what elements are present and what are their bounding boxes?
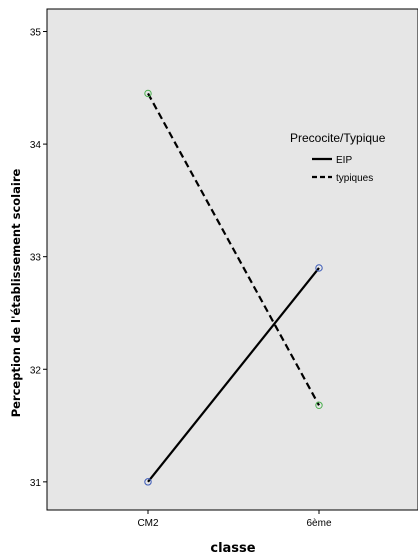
y-tick-label: 35: [30, 28, 42, 39]
data-point-eip-0: [144, 478, 152, 486]
y-tick-label: 33: [30, 253, 42, 264]
x-axis: CM2 6ème: [137, 510, 332, 529]
y-axis-title: Perception de l'établissement scolaire: [9, 169, 23, 418]
y-tick-label: 34: [30, 140, 42, 151]
plot-background: [46, 8, 418, 511]
series-line-typiques: [147, 92, 320, 406]
data-point-eip-1: [315, 264, 323, 272]
series-line-eip: [147, 267, 320, 483]
x-tick-label: 6ème: [306, 518, 331, 529]
legend-title: Precocite/Typique: [290, 131, 386, 145]
data-point-typiques-0: [144, 89, 152, 98]
x-tick-label: CM2: [137, 518, 159, 529]
data-point-typiques-1: [315, 401, 323, 409]
series-layer: [144, 89, 323, 486]
y-tick-label: 32: [30, 365, 42, 376]
y-axis: 31 32 33 34 35: [30, 28, 47, 489]
x-axis-title: classe: [210, 541, 255, 556]
y-tick-label: 31: [30, 478, 42, 489]
legend: Precocite/Typique EIP typiques: [290, 131, 386, 184]
legend-label-eip: EIP: [336, 155, 352, 166]
legend-label-typiques: typiques: [336, 173, 373, 184]
